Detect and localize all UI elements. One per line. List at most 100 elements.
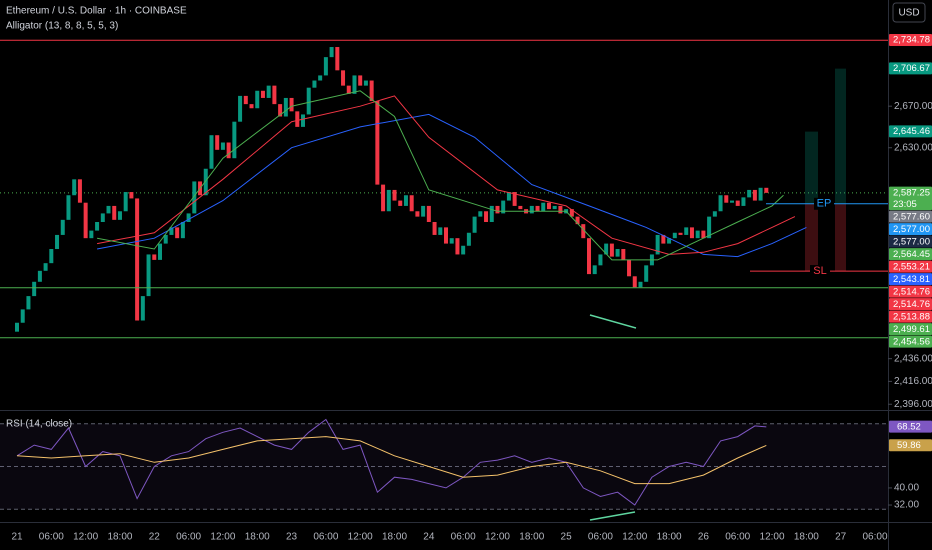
x-tick-label: 12:00 xyxy=(760,532,785,543)
candle xyxy=(764,187,769,193)
candle xyxy=(306,87,311,115)
x-tick-label: 22 xyxy=(149,532,161,543)
candle xyxy=(655,234,660,255)
candle xyxy=(415,211,420,217)
candle xyxy=(100,213,105,222)
candle xyxy=(329,47,334,58)
candle xyxy=(678,232,683,235)
candle xyxy=(644,265,649,282)
stop-label-bg xyxy=(810,265,830,278)
divergence-line xyxy=(589,511,636,521)
price-badge xyxy=(889,186,932,211)
candle xyxy=(301,114,305,127)
candle xyxy=(701,230,706,239)
rsi-title: RSI (14, close) xyxy=(6,419,72,430)
candle xyxy=(26,296,31,310)
price-badge-label: 2,543.81 xyxy=(893,274,930,285)
candle xyxy=(55,234,60,250)
candle xyxy=(266,85,271,98)
x-tick-label: 06:00 xyxy=(39,532,64,543)
candle xyxy=(260,90,265,98)
candle xyxy=(689,227,694,239)
x-tick-label: 18:00 xyxy=(657,532,682,543)
candle xyxy=(83,202,88,239)
price-badge-label: 2,564.45 xyxy=(893,249,930,260)
candle xyxy=(152,254,157,260)
price-badge-label: 2,734.78 xyxy=(893,35,930,46)
candle xyxy=(512,192,517,206)
candle xyxy=(295,111,300,127)
candle xyxy=(455,238,460,255)
x-tick-label: 06:00 xyxy=(588,532,613,543)
candle xyxy=(341,70,346,86)
candle xyxy=(158,243,162,260)
indicator-label: Alligator (13, 8, 8, 5, 5, 3) xyxy=(6,21,118,32)
price-badge-label: 2,645.46 xyxy=(893,126,930,137)
candle xyxy=(632,276,637,288)
candle xyxy=(598,254,603,266)
candle xyxy=(20,309,25,323)
candle xyxy=(495,205,500,214)
x-tick-label: 25 xyxy=(561,532,573,543)
candle xyxy=(718,195,723,212)
candle xyxy=(638,281,643,288)
candle xyxy=(592,265,597,275)
target-zone xyxy=(805,131,818,204)
candle xyxy=(695,230,700,239)
candle xyxy=(346,85,351,94)
price-badge xyxy=(889,273,932,286)
divergence-line xyxy=(589,314,637,329)
candle xyxy=(535,205,540,212)
price-badge-label: 2,499.61 xyxy=(893,324,930,335)
currency-button[interactable] xyxy=(892,2,926,23)
candle xyxy=(581,224,586,239)
price-badge-label: 2,513.88 xyxy=(893,311,930,322)
candle xyxy=(707,216,712,239)
price-badge-label: 2,514.76 xyxy=(893,286,930,297)
price-badge xyxy=(889,285,932,298)
candle xyxy=(77,179,82,203)
y-tick-label: 2,396.00 xyxy=(894,399,932,410)
rsi-band xyxy=(0,423,888,510)
x-tick-label: 12:00 xyxy=(73,532,98,543)
candle xyxy=(529,205,534,214)
candle xyxy=(192,181,197,214)
candle xyxy=(546,202,551,210)
candle xyxy=(444,227,448,244)
price-badge xyxy=(889,223,932,236)
candle xyxy=(518,205,523,210)
candle xyxy=(220,142,225,150)
candle xyxy=(289,97,294,112)
price-badge-label: 2,577.00 xyxy=(893,236,930,247)
candle xyxy=(501,200,506,214)
candle xyxy=(403,195,408,206)
candle xyxy=(421,205,426,217)
rsi-y-tick-label: 32.00 xyxy=(894,500,919,511)
y-tick-label: 2,670.00 xyxy=(894,101,932,112)
x-tick-label: 26 xyxy=(698,532,710,543)
candle xyxy=(272,85,277,105)
currency-label[interactable]: USD xyxy=(898,8,919,19)
x-tick-label: 12:00 xyxy=(348,532,373,543)
rsi-line xyxy=(16,418,767,506)
x-tick-label: 18:00 xyxy=(107,532,132,543)
x-tick-label: 23 xyxy=(286,532,298,543)
candle xyxy=(386,189,391,212)
x-tick-label: 12:00 xyxy=(622,532,647,543)
x-tick-label: 06:00 xyxy=(862,532,887,543)
candle xyxy=(226,142,231,159)
candle xyxy=(209,135,214,169)
price-badge-label: 2,577.60 xyxy=(893,211,930,222)
candle xyxy=(37,270,42,282)
candle xyxy=(238,95,243,122)
candle xyxy=(604,243,609,255)
stop-zone xyxy=(805,203,818,272)
price-badge xyxy=(889,310,932,323)
candle xyxy=(724,195,729,203)
candle xyxy=(621,249,626,260)
x-tick-label: 06:00 xyxy=(725,532,750,543)
x-tick-label: 18:00 xyxy=(245,532,270,543)
candle xyxy=(129,192,134,199)
